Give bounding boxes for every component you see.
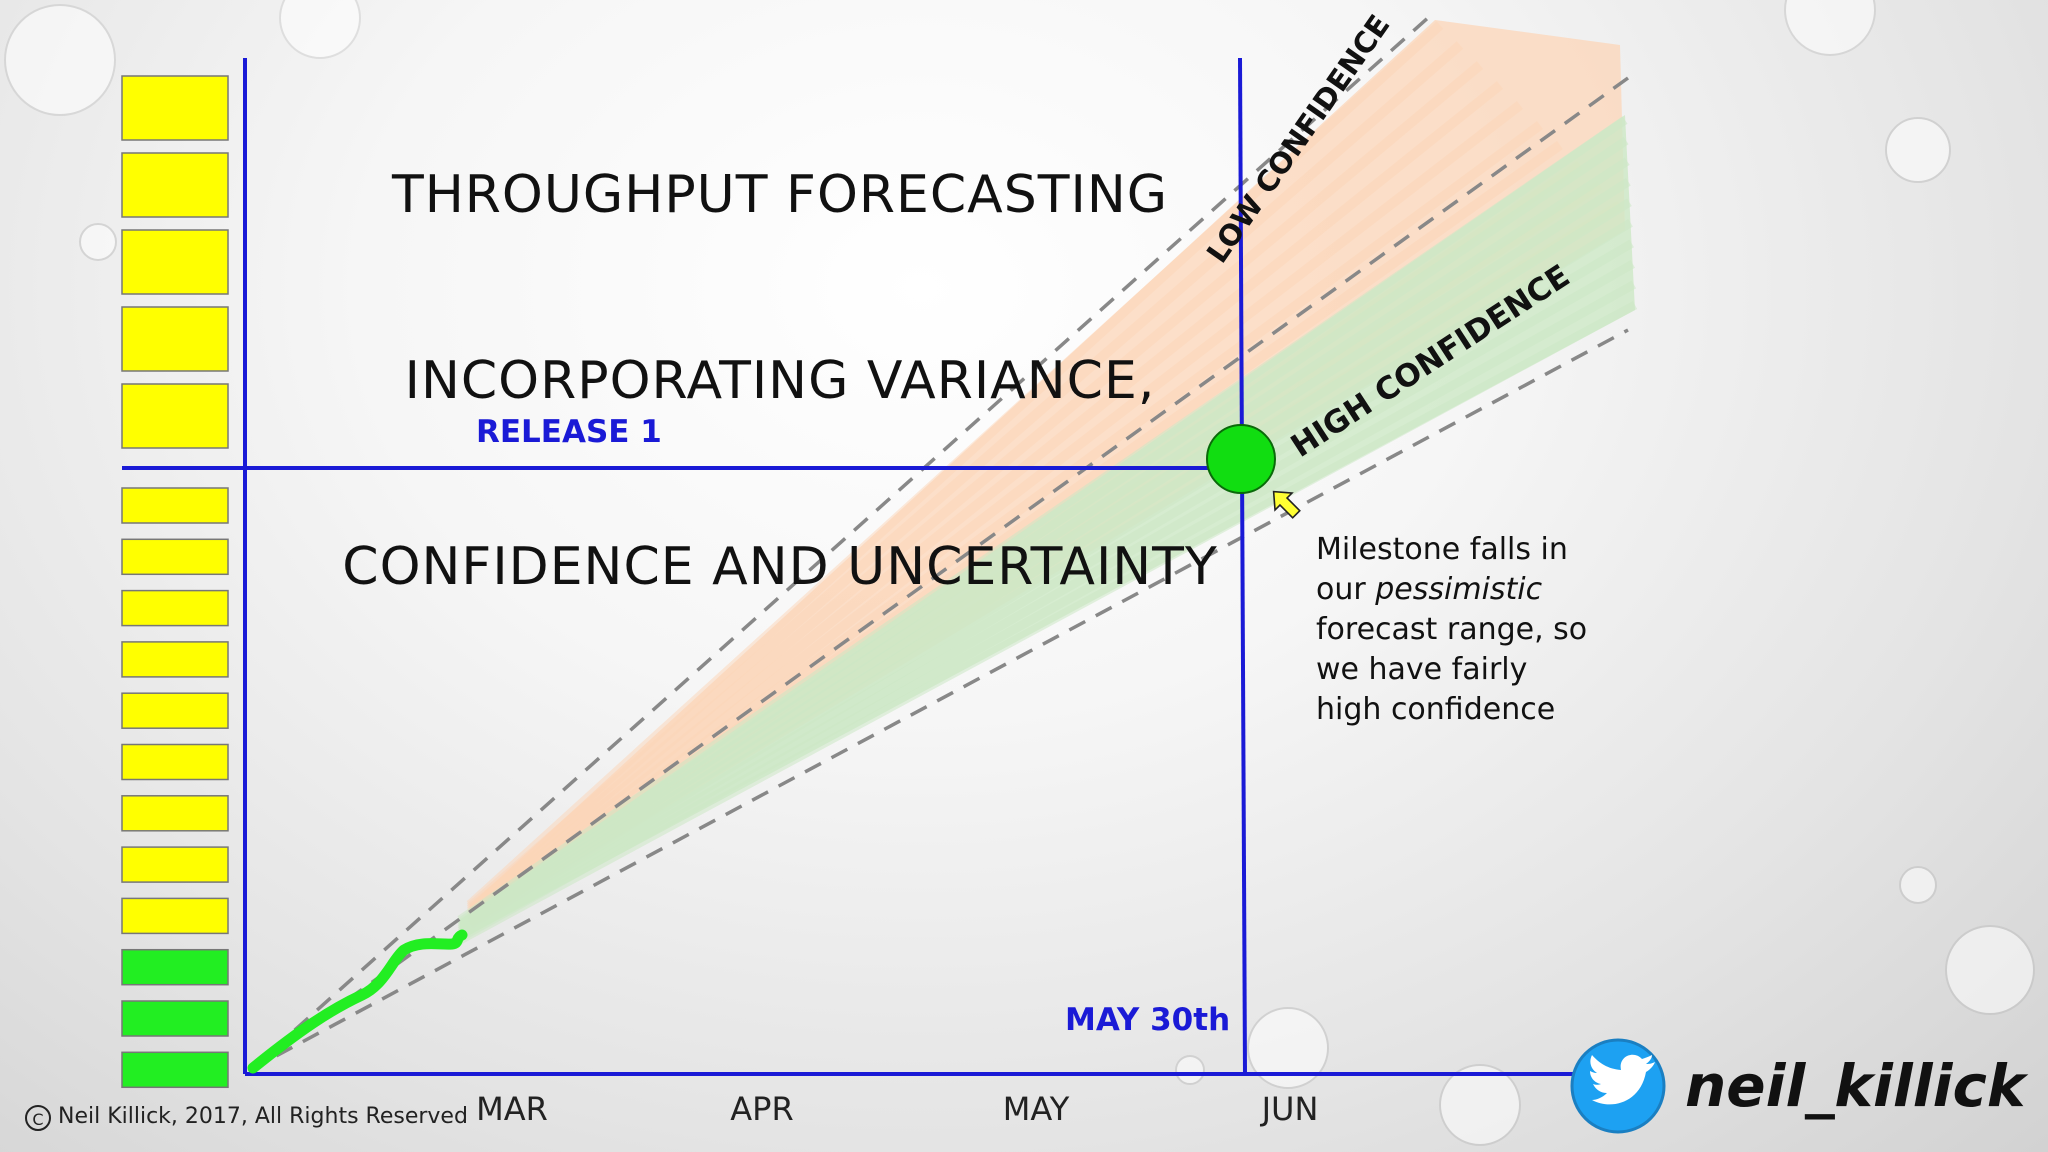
release-label: RELEASE 1 <box>476 414 662 450</box>
twitter-handle: neil_killick <box>1685 1052 2026 1120</box>
svg-text:C: C <box>32 1110 43 1129</box>
backlog-item <box>121 538 229 576</box>
progress-line <box>247 929 468 1074</box>
forecast-bands <box>457 20 1638 944</box>
arrow-icon <box>1272 490 1301 519</box>
backlog-item <box>121 641 229 678</box>
note-text: our <box>1316 572 1376 607</box>
backlog-item <box>121 743 229 781</box>
backlog-item <box>121 948 229 986</box>
backlog-item <box>121 75 229 141</box>
title-line: INCORPORATING VARIANCE, <box>404 351 1156 411</box>
forecast-limit-line <box>248 76 1630 1072</box>
forecast-limit-line <box>249 328 1629 1072</box>
note-line: Milestone falls in <box>1316 532 1568 567</box>
backlog-item <box>121 589 229 627</box>
slide-title: THROUGHPUT FORECASTING INCORPORATING VAR… <box>240 40 1320 722</box>
backlog-item <box>121 306 229 372</box>
date-label: MAY 30th <box>1065 1002 1230 1038</box>
backlog-item <box>121 846 229 883</box>
backlog-item <box>121 897 229 935</box>
month-label-mar: MAR <box>476 1090 548 1128</box>
low-confidence-streak <box>466 81 1504 916</box>
backlog-item <box>121 1051 229 1089</box>
twitter-bird-icon <box>1570 1038 1666 1134</box>
note-emphasis: pessimistic <box>1375 572 1543 607</box>
backlog-item <box>121 692 229 729</box>
note-line: forecast range, so <box>1316 612 1588 647</box>
backlog-item <box>121 487 229 524</box>
high-confidence-streak <box>457 301 1638 944</box>
high-confidence-streak <box>457 136 1629 926</box>
low-confidence-streak <box>466 101 1524 918</box>
high-confidence-streak <box>457 198 1632 933</box>
backlog-item <box>121 1000 229 1037</box>
note-line: we have fairly <box>1316 652 1528 687</box>
low-confidence-streak <box>466 41 1464 911</box>
copyright-text: Neil Killick, 2017, All Rights Reserved <box>58 1104 468 1129</box>
forecast-limit-lines <box>248 14 1630 1072</box>
backlog-item <box>121 229 229 295</box>
backlog-item <box>121 152 229 218</box>
high-confidence-streak <box>457 157 1630 929</box>
forecast-limit-line <box>248 14 1432 1072</box>
milestone-note: Milestone falls in our pessimistic forec… <box>1316 530 1656 730</box>
high-confidence-streak <box>457 239 1634 938</box>
backlog-item <box>121 383 229 449</box>
low-confidence-streak <box>466 61 1484 914</box>
high-confidence-streak <box>457 177 1631 931</box>
month-label-jun: JUN <box>1261 1090 1319 1128</box>
backlog-stack <box>121 75 229 1089</box>
title-line: CONFIDENCE AND UNCERTAINTY <box>342 537 1218 597</box>
note-line: high confidence <box>1316 692 1556 727</box>
low-confidence-streak <box>466 21 1444 909</box>
high-confidence-streak <box>457 259 1636 940</box>
backlog-item <box>121 795 229 832</box>
copyright-icon: C <box>25 1105 51 1131</box>
high-confidence-streak <box>457 280 1637 942</box>
high-confidence-streak <box>457 218 1633 935</box>
date-line <box>1238 57 1247 1075</box>
title-line: THROUGHPUT FORECASTING <box>391 165 1169 225</box>
month-label-may: MAY <box>1002 1090 1070 1128</box>
milestone-marker <box>1206 424 1276 494</box>
note-line: our pessimistic <box>1316 570 1656 610</box>
water-drops <box>4 0 2035 1146</box>
month-label-apr: APR <box>730 1090 794 1128</box>
